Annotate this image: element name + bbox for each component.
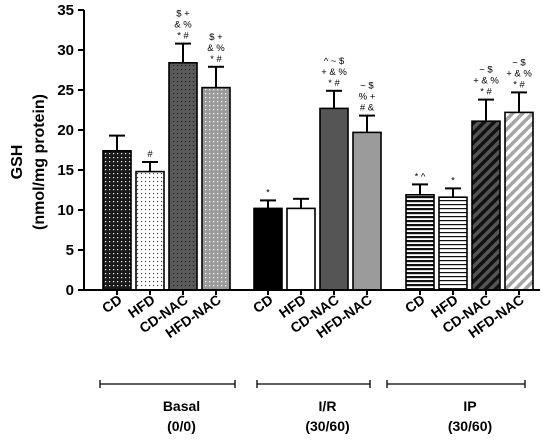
y-axis-title-line2: (nmol/mg protein) (31, 94, 48, 230)
significance-marker: * (266, 187, 270, 198)
bar (504, 111, 534, 291)
y-tick-label: 0 (66, 282, 74, 299)
significance-marker: * ^ (415, 171, 426, 182)
y-tick-label: 25 (57, 82, 74, 99)
bar (471, 120, 501, 291)
group-brackets: Basal (0/0) I/R (30/60) IP (30/60) (99, 380, 526, 434)
bar (168, 61, 198, 291)
group-label: IP (463, 398, 476, 414)
bar (319, 107, 349, 291)
significance-marker: $ + (176, 9, 190, 20)
y-axis-title-line1: GSH (9, 145, 26, 180)
bar (352, 131, 382, 291)
group-sublabel: (0/0) (167, 418, 196, 434)
x-tick-label: CD (250, 291, 276, 316)
significance-marker: * # (513, 79, 525, 90)
bar (135, 170, 165, 291)
y-tick-label: 35 (57, 2, 74, 19)
significance-marker: * # (177, 31, 189, 42)
x-tick-label: CD (402, 291, 428, 316)
x-tick-label: CD (99, 291, 125, 316)
significance-marker: & % (174, 20, 192, 31)
group-label: Basal (163, 398, 200, 414)
significance-marker: * # (480, 87, 492, 98)
bar (286, 207, 316, 291)
significance-marker: + & % (321, 67, 347, 78)
significance-marker: & % (207, 43, 225, 54)
significance-marker: % + (359, 92, 376, 103)
y-tick-label: 10 (57, 202, 74, 219)
significance-marker: ~ $ (512, 57, 526, 68)
y-tick-label: 30 (57, 42, 74, 59)
significance-marker: + & % (473, 76, 499, 87)
bar (405, 194, 435, 291)
y-tick-label: 5 (66, 242, 74, 259)
y-tick-label: 15 (57, 162, 74, 179)
group-sublabel: (30/60) (305, 418, 349, 434)
significance-marker: $ + (209, 32, 223, 43)
significance-marker: * (451, 175, 455, 186)
y-axis-title: GSH (nmol/mg protein) (9, 94, 48, 230)
bar (201, 86, 231, 291)
group-sublabel: (30/60) (448, 418, 492, 434)
significance-marker: ^ ~ $ (324, 56, 345, 67)
bar (102, 150, 132, 291)
bar (438, 196, 468, 291)
bars: #$ +& %* # $ +& %* #*^ ~ $+ & %* # ~ $% +#… (102, 9, 534, 291)
significance-marker: + & % (506, 68, 532, 79)
significance-marker: * # (210, 54, 222, 65)
significance-marker: * # (328, 78, 340, 89)
group-label: I/R (319, 398, 337, 414)
y-tick-label: 20 (57, 122, 74, 139)
significance-marker: # (147, 149, 153, 160)
significance-marker: ~ $ (479, 65, 493, 76)
bar (253, 207, 283, 291)
significance-marker: ~ $ (360, 81, 374, 92)
y-axis: 0 5 10 15 20 25 30 35 (57, 2, 85, 299)
significance-marker: # & (360, 103, 375, 114)
